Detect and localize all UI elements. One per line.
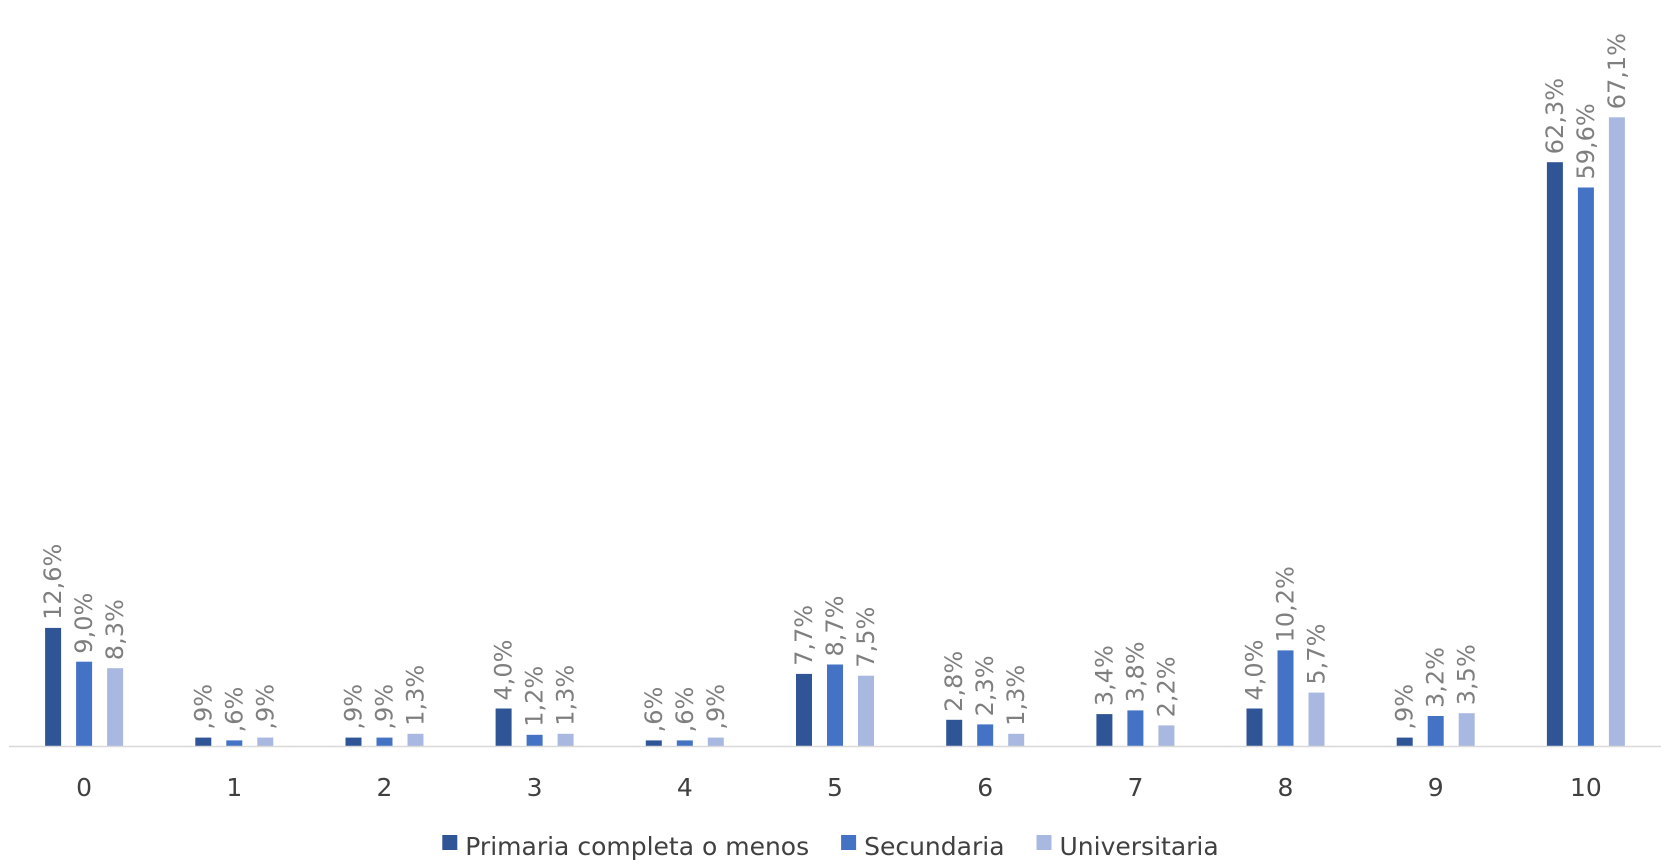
value-label-3-2: 1,3% <box>402 665 430 726</box>
value-label-2-10: 59,6% <box>1572 103 1600 179</box>
x-tick-label-0: 0 <box>76 773 92 802</box>
bar-3-5 <box>858 675 874 746</box>
bar-1-5 <box>796 673 812 746</box>
bar-2-5 <box>827 664 843 746</box>
legend-item-3: Universitaria <box>1036 832 1219 861</box>
value-label-3-8: 5,7% <box>1303 624 1331 685</box>
legend-item-1: Primaria completa o menos <box>442 832 809 861</box>
value-label-1-2: ,9% <box>340 684 368 730</box>
value-label-3-10: 67,1% <box>1603 33 1631 109</box>
bar-1-1 <box>195 737 212 746</box>
value-label-2-7: 3,8% <box>1121 641 1149 702</box>
bar-1-0 <box>45 627 62 746</box>
value-label-2-0: 9,0% <box>70 593 98 654</box>
x-tick-label-3: 3 <box>527 773 543 802</box>
bar-3-0 <box>107 668 124 746</box>
value-label-3-5: 7,5% <box>852 607 880 668</box>
value-label-1-7: 3,4% <box>1090 645 1118 706</box>
value-label-1-1: ,9% <box>189 684 217 730</box>
bar-2-1 <box>226 740 243 746</box>
value-label-3-0: 8,3% <box>101 599 129 660</box>
legend-label-1: Primaria completa o menos <box>465 832 809 861</box>
value-label-2-4: ,6% <box>671 687 699 733</box>
bar-2-0 <box>76 661 93 746</box>
x-tick-label-10: 10 <box>1570 773 1602 802</box>
value-label-3-4: ,9% <box>702 684 730 730</box>
value-labels-layer: 12,6%9,0% 8,3%,9% ,6% ,9% ,9% ,9% 1,3% 4,0% 1,2%… <box>39 33 1631 732</box>
value-label-3-6: 1,3% <box>1002 665 1030 726</box>
legend-item-2: Secundaria <box>841 832 1005 861</box>
bar-3-2 <box>407 733 424 746</box>
bar-2-6 <box>977 724 994 746</box>
bar-2-9 <box>1427 716 1444 746</box>
value-label-1-6: 2,8% <box>940 651 968 712</box>
legend-swatch-3 <box>1036 835 1052 850</box>
x-tick-label-6: 6 <box>977 773 993 802</box>
x-tick-label-4: 4 <box>677 773 693 802</box>
legend-swatch-2 <box>841 835 857 850</box>
legend-swatch-1 <box>442 835 458 850</box>
value-label-1-9: ,9% <box>1391 684 1419 730</box>
bar-1-4 <box>645 740 662 746</box>
bar-3-7 <box>1158 725 1175 746</box>
bar-2-2 <box>376 737 393 746</box>
x-tick-label-9: 9 <box>1428 773 1444 802</box>
bar-1-6 <box>946 719 963 746</box>
bar-1-7 <box>1096 714 1113 746</box>
bar-2-8 <box>1277 650 1294 746</box>
bar-3-8 <box>1308 692 1325 746</box>
bar-1-9 <box>1396 737 1413 746</box>
bar-3-9 <box>1458 713 1475 746</box>
legend: Primaria completa o menos Secundaria Unive… <box>442 832 1219 861</box>
bar-2-4 <box>676 740 693 746</box>
value-label-2-5: 8,7% <box>821 596 849 657</box>
bar-1-3 <box>495 708 512 746</box>
x-tick-label-1: 1 <box>226 773 242 802</box>
value-label-1-3: 4,0% <box>490 640 518 701</box>
x-tick-labels-layer: 0 1 2 3 4 5 6 7 8 9 10 <box>76 773 1602 802</box>
bar-3-1 <box>257 737 274 746</box>
bar-2-10 <box>1577 187 1594 746</box>
bars-layer <box>45 117 1625 747</box>
value-label-2-8: 10,2% <box>1272 566 1300 642</box>
bar-2-3 <box>526 734 543 746</box>
value-label-1-10: 62,3% <box>1541 78 1569 154</box>
x-tick-label-2: 2 <box>377 773 393 802</box>
value-label-1-0: 12,6% <box>39 544 67 620</box>
bar-2-7 <box>1127 710 1144 746</box>
bar-3-3 <box>557 733 574 746</box>
value-label-1-4: ,6% <box>640 687 668 733</box>
value-label-2-2: ,9% <box>371 684 399 730</box>
value-label-1-8: 4,0% <box>1241 640 1269 701</box>
value-label-3-3: 1,3% <box>552 665 580 726</box>
value-label-3-1: ,9% <box>251 684 279 730</box>
value-label-2-1: ,6% <box>220 687 248 733</box>
bar-3-6 <box>1008 733 1025 746</box>
value-label-1-5: 7,7% <box>790 605 818 666</box>
bar-1-10 <box>1546 162 1563 746</box>
value-label-3-9: 3,5% <box>1453 644 1481 705</box>
bar-3-10 <box>1608 117 1625 747</box>
value-label-2-6: 2,3% <box>971 655 999 716</box>
x-tick-label-8: 8 <box>1278 773 1294 802</box>
legend-label-2: Secundaria <box>864 832 1004 861</box>
x-tick-label-5: 5 <box>827 773 843 802</box>
value-label-2-3: 1,2% <box>521 666 549 727</box>
x-tick-label-7: 7 <box>1127 773 1143 802</box>
legend-label-3: Universitaria <box>1060 832 1219 861</box>
value-label-3-7: 2,2% <box>1152 656 1180 717</box>
bar-1-8 <box>1246 708 1263 746</box>
bar-1-2 <box>345 737 362 746</box>
value-label-2-9: 3,2% <box>1422 647 1450 708</box>
bar-3-4 <box>707 737 724 746</box>
